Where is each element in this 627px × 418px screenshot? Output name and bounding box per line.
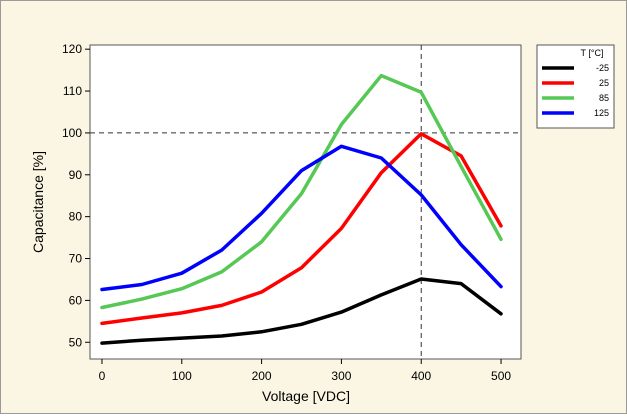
y-axis: 50 60 70 80 90 100 110 120 [62, 42, 90, 349]
legend-title: T [°C] [581, 48, 604, 58]
legend: T [°C] -25 25 85 125 [536, 44, 615, 129]
x-axis: 0 100 200 300 400 500 [99, 359, 511, 383]
x-tick-label: 500 [491, 369, 511, 383]
x-axis-label: Voltage [VDC] [262, 388, 350, 404]
y-tick-label: 50 [69, 335, 83, 349]
y-tick-label: 70 [69, 252, 83, 266]
x-tick-label: 100 [172, 369, 192, 383]
series-lines [100, 73, 503, 345]
x-tick-label: 300 [331, 369, 351, 383]
legend-label: 85 [599, 93, 609, 103]
reference-lines [90, 45, 521, 359]
x-tick-label: 400 [411, 369, 431, 383]
plot-area [89, 44, 522, 360]
series-line [100, 73, 503, 310]
y-tick-label: 120 [62, 42, 82, 56]
y-tick-label: 80 [69, 210, 83, 224]
legend-label: 25 [599, 78, 609, 88]
y-axis-label: Capacitance [%] [30, 151, 46, 253]
legend-items: -25 25 85 125 [542, 63, 609, 118]
y-tick-label: 100 [62, 126, 82, 140]
series-line [100, 132, 503, 326]
series-line [100, 277, 503, 345]
y-tick-label: 90 [69, 168, 83, 182]
legend-label: -25 [596, 63, 609, 73]
x-tick-label: 200 [252, 369, 272, 383]
legend-label: 125 [594, 108, 609, 118]
series-line [100, 144, 503, 292]
x-tick-label: 0 [99, 369, 106, 383]
y-tick-label: 60 [69, 293, 83, 307]
y-tick-label: 110 [63, 84, 82, 98]
